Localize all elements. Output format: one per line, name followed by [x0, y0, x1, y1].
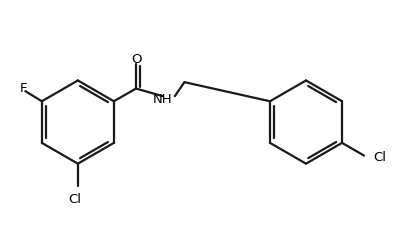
Text: NH: NH	[153, 93, 173, 106]
Text: O: O	[131, 53, 142, 66]
Text: F: F	[19, 81, 27, 94]
Text: Cl: Cl	[69, 192, 82, 205]
Text: Cl: Cl	[373, 150, 386, 163]
